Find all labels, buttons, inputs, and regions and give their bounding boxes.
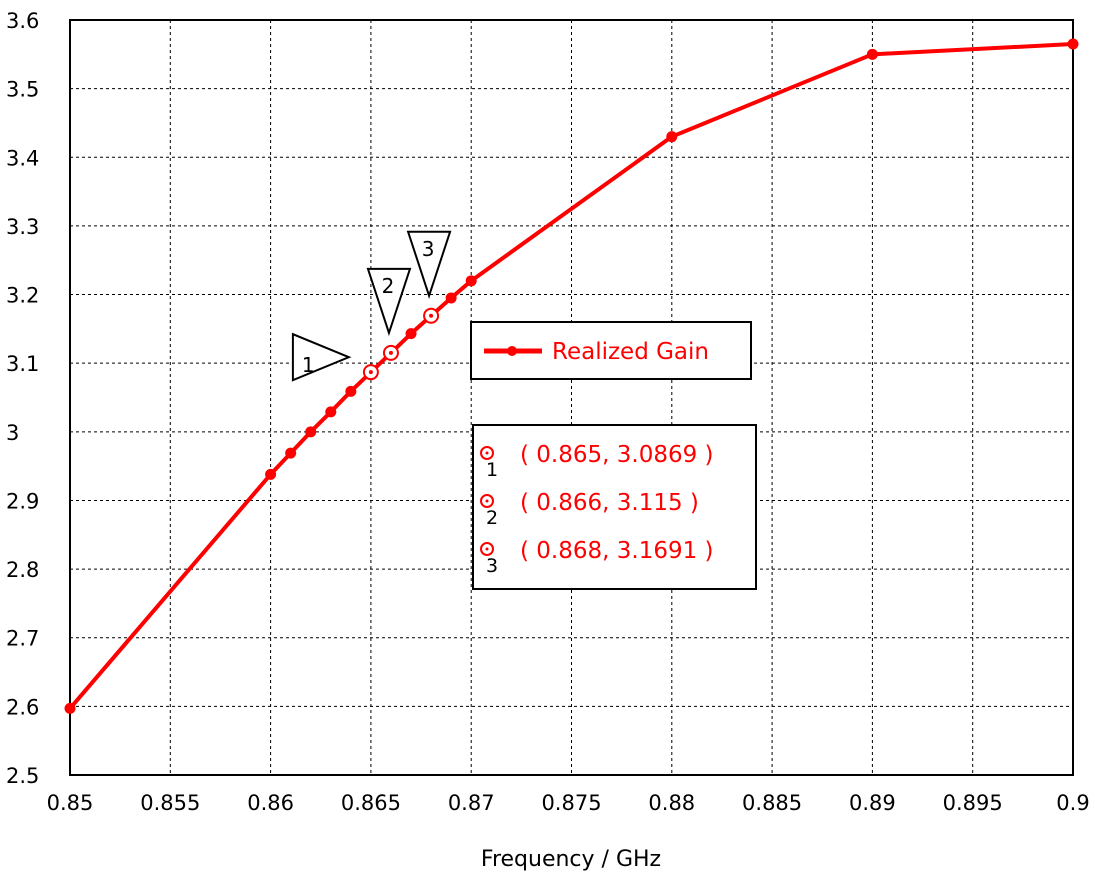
x-tick-label: 0.88 [648, 791, 695, 815]
grid [70, 20, 1073, 775]
marker-readout: 1 ( 0.865, 3.0869 ) 2 ( 0.866, 3.115 ) 3… [472, 424, 757, 590]
data-point [465, 275, 477, 287]
marker-point-center [368, 370, 373, 375]
data-point [305, 426, 317, 438]
x-tick-label: 0.875 [541, 791, 601, 815]
marker-readout-value: ( 0.868, 3.1691 ) [520, 538, 714, 564]
marker-readout-id: 3 [486, 555, 498, 577]
x-tick-labels: 0.85 0.855 0.86 0.865 0.87 0.875 0.88 0.885 0.89… [47, 791, 1090, 815]
x-tick-label: 0.87 [448, 791, 495, 815]
data-point [64, 702, 76, 714]
data-point [285, 447, 297, 459]
marker-readout-id: 1 [486, 459, 498, 481]
x-tick-label: 0.855 [140, 791, 200, 815]
y-tick-label: 3 [6, 421, 19, 445]
marker-point-center [388, 350, 393, 355]
marker-flag-number: 1 [302, 353, 315, 377]
data-point [445, 292, 457, 304]
x-tick-label: 0.865 [341, 791, 401, 815]
x-tick-label: 0.86 [247, 791, 294, 815]
x-axis-title: Frequency / GHz [481, 847, 661, 872]
marker-readout-row-2: 2 ( 0.866, 3.115 ) [480, 490, 699, 529]
y-tick-label: 2.6 [6, 695, 39, 719]
marker-readout-row-3: 3 ( 0.868, 3.1691 ) [480, 538, 714, 577]
legend: Realized Gain [470, 321, 752, 380]
marker-symbol-dot [485, 547, 489, 551]
x-tick-label: 0.895 [943, 791, 1003, 815]
legend-point [507, 346, 517, 356]
y-tick-label: 3.1 [6, 352, 39, 376]
x-tick-label: 0.885 [742, 791, 802, 815]
marker-readout-value: ( 0.866, 3.115 ) [520, 490, 699, 516]
marker-symbol-icon [480, 542, 494, 556]
marker-point-center [429, 313, 434, 318]
y-tick-label: 3.2 [6, 284, 39, 308]
marker-symbol-icon [480, 446, 494, 460]
y-tick-label: 2.9 [6, 489, 39, 513]
data-point [345, 385, 357, 397]
data-point [866, 48, 878, 60]
y-tick-label: 3.4 [6, 146, 39, 170]
plot-frame [69, 19, 1074, 776]
data-point [666, 131, 678, 143]
marker-flags: 1 2 3 [291, 230, 452, 382]
marker-readout-id: 2 [486, 507, 498, 529]
y-tick-label: 3.3 [6, 215, 39, 239]
y-tick-label: 2.8 [6, 558, 39, 582]
marker-readout-box [472, 424, 757, 590]
marker-readout-value: ( 0.865, 3.0869 ) [520, 442, 714, 468]
marker-readout-row-1: 1 ( 0.865, 3.0869 ) [480, 442, 714, 481]
data-point [265, 468, 277, 480]
marker-symbol-icon [480, 494, 494, 508]
y-tick-label: 2.5 [6, 764, 39, 788]
marker-flag-number: 2 [382, 274, 395, 298]
series-layer [64, 38, 1079, 714]
marker-flag-icon [406, 230, 452, 299]
marker-flag-number: 3 [422, 237, 435, 261]
legend-label: Realized Gain [552, 339, 709, 365]
y-tick-labels: 2.5 2.6 2.7 2.8 2.9 3 3.1 3.2 3.3 3.4 3.5 3.6 [6, 9, 39, 788]
marker-flag-icon [366, 267, 412, 337]
marker-flag-icon [291, 332, 352, 382]
x-tick-label: 0.89 [849, 791, 896, 815]
y-tick-label: 2.7 [6, 627, 39, 651]
data-point [1067, 38, 1079, 50]
x-tick-label: 0.9 [1056, 791, 1089, 815]
data-point [405, 328, 417, 340]
y-tick-label: 3.5 [6, 78, 39, 102]
x-tick-label: 0.85 [47, 791, 94, 815]
y-tick-label: 3.6 [6, 9, 39, 33]
data-point [325, 406, 337, 418]
marker-symbol-dot [485, 499, 489, 503]
marker-symbol-dot [485, 451, 489, 455]
